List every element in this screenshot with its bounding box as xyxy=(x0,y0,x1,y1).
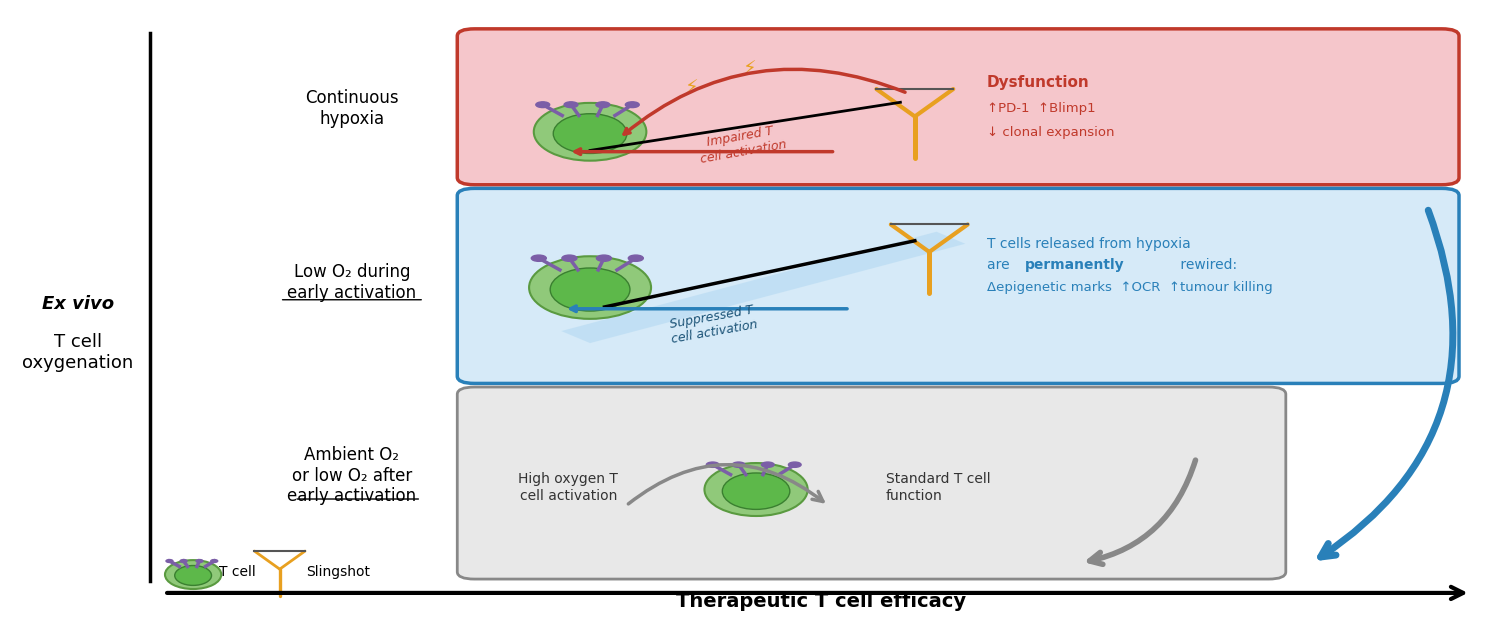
Text: Ex vivo: Ex vivo xyxy=(42,295,114,313)
Circle shape xyxy=(166,559,172,562)
Text: Low O₂ during
early activation: Low O₂ during early activation xyxy=(288,264,417,302)
Text: ↑PD-1  ↑Blimp1: ↑PD-1 ↑Blimp1 xyxy=(987,102,1095,115)
Ellipse shape xyxy=(554,114,627,154)
Ellipse shape xyxy=(550,268,630,311)
Text: T cell
oxygenation: T cell oxygenation xyxy=(22,332,134,372)
Text: are: are xyxy=(987,258,1014,272)
Text: Therapeutic T cell efficacy: Therapeutic T cell efficacy xyxy=(676,592,966,611)
Ellipse shape xyxy=(174,566,211,585)
Text: rewired:: rewired: xyxy=(1176,258,1238,272)
Circle shape xyxy=(536,102,549,107)
Text: ↓ clonal expansion: ↓ clonal expansion xyxy=(987,126,1114,139)
Circle shape xyxy=(180,559,188,562)
Text: Impaired T
cell activation: Impaired T cell activation xyxy=(696,123,788,166)
Ellipse shape xyxy=(165,560,222,589)
Circle shape xyxy=(596,102,610,107)
Text: High oxygen T
cell activation: High oxygen T cell activation xyxy=(519,473,618,502)
Text: T cell: T cell xyxy=(219,565,257,579)
Text: permanently: permanently xyxy=(1024,258,1124,272)
Text: ⚡: ⚡ xyxy=(684,78,698,97)
Circle shape xyxy=(732,462,746,467)
Circle shape xyxy=(789,462,801,467)
FancyBboxPatch shape xyxy=(458,188,1460,384)
Circle shape xyxy=(762,462,774,467)
Text: Continuous
hypoxia: Continuous hypoxia xyxy=(304,89,399,128)
Circle shape xyxy=(562,255,578,262)
Ellipse shape xyxy=(723,473,790,509)
Circle shape xyxy=(706,462,718,467)
Text: Suppressed T
cell activation: Suppressed T cell activation xyxy=(668,303,758,346)
Text: ⚡: ⚡ xyxy=(742,59,756,78)
Text: Standard T cell
function: Standard T cell function xyxy=(886,473,990,502)
Ellipse shape xyxy=(530,256,651,319)
Circle shape xyxy=(564,102,578,107)
Circle shape xyxy=(628,255,644,262)
Polygon shape xyxy=(561,232,966,343)
Text: Δepigenetic marks  ↑OCR  ↑tumour killing: Δepigenetic marks ↑OCR ↑tumour killing xyxy=(987,281,1274,294)
Ellipse shape xyxy=(534,103,646,161)
FancyBboxPatch shape xyxy=(458,387,1286,579)
Circle shape xyxy=(531,255,546,262)
Circle shape xyxy=(597,255,612,262)
Text: Slingshot: Slingshot xyxy=(306,565,369,579)
Ellipse shape xyxy=(705,463,807,516)
Text: Ambient O₂
or low O₂ after
early activation: Ambient O₂ or low O₂ after early activat… xyxy=(288,446,417,506)
Circle shape xyxy=(211,559,217,562)
Circle shape xyxy=(626,102,639,107)
Circle shape xyxy=(196,559,202,562)
Text: Dysfunction: Dysfunction xyxy=(987,75,1090,90)
Text: T cells released from hypoxia: T cells released from hypoxia xyxy=(987,237,1191,251)
FancyBboxPatch shape xyxy=(458,29,1460,185)
